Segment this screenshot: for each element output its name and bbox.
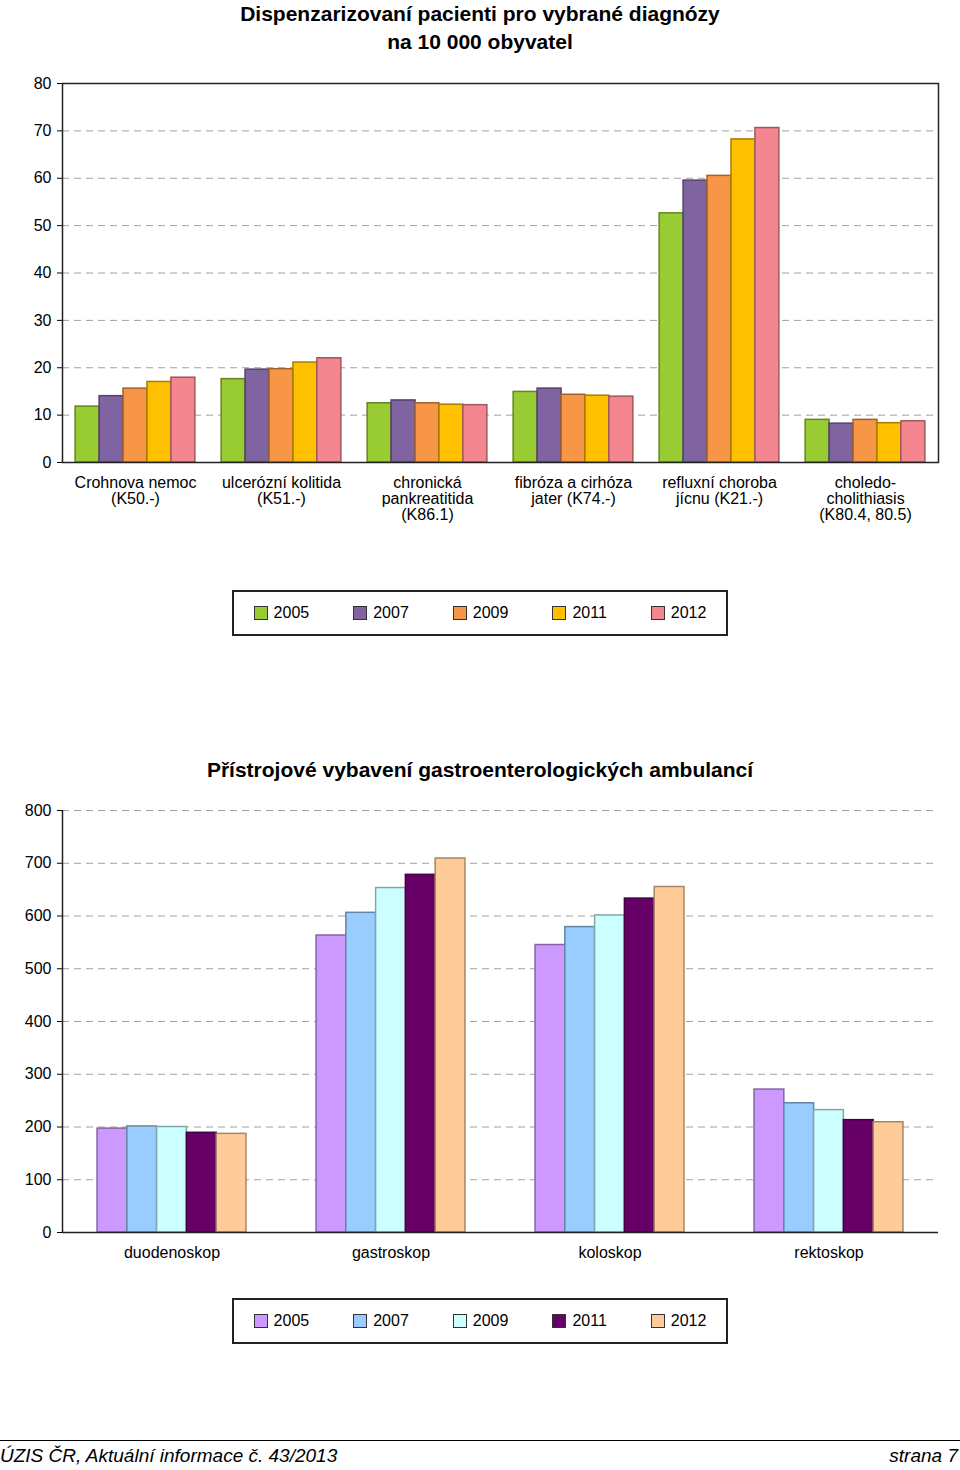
svg-text:choledo-cholithiasis(K80.4, 80: choledo-cholithiasis(K80.4, 80.5) <box>819 474 912 523</box>
html-text:2009: 2009 <box>472 604 509 621</box>
html-text:2007: 2007 <box>373 1312 409 1329</box>
svg-text:fibróza a cirhózajater (K74.-): fibróza a cirhózajater (K74.-) <box>515 474 632 507</box>
svg-text:800: 800 <box>25 802 52 819</box>
svg-text:300: 300 <box>25 1065 52 1082</box>
svg-text:chronickápankreatitida(K86.1): chronickápankreatitida(K86.1) <box>382 474 474 523</box>
html-text:2009: 2009 <box>472 1312 509 1329</box>
svg-text:20: 20 <box>34 359 52 376</box>
html-text:2012: 2012 <box>670 1312 707 1329</box>
svg-text:koloskop: koloskop <box>578 1244 641 1261</box>
html-text:ÚZIS ČR, Aktuální informace č.: ÚZIS ČR, Aktuální informace č. 43/2013 <box>0 1445 338 1466</box>
svg-text:700: 700 <box>25 854 52 871</box>
svg-text:gastroskop: gastroskop <box>352 1244 430 1261</box>
svg-text:duodenoskop: duodenoskop <box>124 1244 220 1261</box>
svg-text:60: 60 <box>34 169 52 186</box>
svg-text:200: 200 <box>25 1118 52 1135</box>
html-text:2011: 2011 <box>572 1312 607 1329</box>
html-text:2005: 2005 <box>273 604 310 621</box>
svg-text:30: 30 <box>34 311 52 328</box>
html-text:2011: 2011 <box>572 604 607 621</box>
html-text:Přístrojové vybavení gastroent: Přístrojové vybavení gastroenterologický… <box>206 758 754 781</box>
svg-text:50: 50 <box>34 217 52 234</box>
html-text:strana 7: strana 7 <box>889 1445 958 1466</box>
html-text:Dispenzarizovaní pacienti pro: Dispenzarizovaní pacienti pro vybrané di… <box>240 2 720 53</box>
svg-text:10: 10 <box>34 406 52 423</box>
html-text:2012: 2012 <box>670 604 707 621</box>
svg-text:0: 0 <box>43 1224 52 1241</box>
svg-text:500: 500 <box>25 960 52 977</box>
svg-text:600: 600 <box>25 907 52 924</box>
svg-text:0: 0 <box>43 454 52 471</box>
html-text:2007: 2007 <box>373 604 409 621</box>
svg-text:400: 400 <box>25 1013 52 1030</box>
svg-text:rektoskop: rektoskop <box>794 1244 863 1261</box>
svg-text:80: 80 <box>34 75 52 92</box>
svg-text:ulcerózní kolitida(K51.-): ulcerózní kolitida(K51.-) <box>222 474 341 507</box>
svg-text:Crohnova nemoc(K50.-): Crohnova nemoc(K50.-) <box>75 474 197 507</box>
svg-text:70: 70 <box>34 122 52 139</box>
svg-text:100: 100 <box>25 1171 52 1188</box>
svg-text:refluxní chorobajícnu (K21.-): refluxní chorobajícnu (K21.-) <box>662 474 777 507</box>
svg-text:40: 40 <box>34 264 52 281</box>
html-text:2005: 2005 <box>273 1312 310 1329</box>
